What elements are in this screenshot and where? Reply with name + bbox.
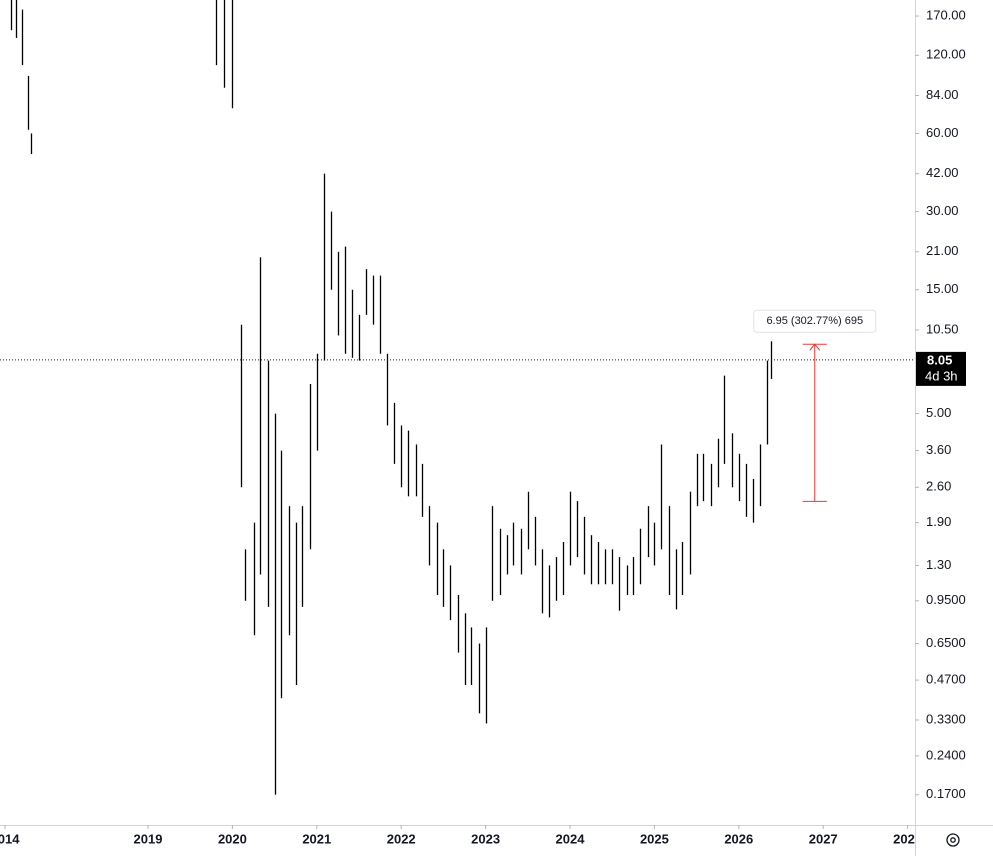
y-tick-label: 84.00 — [926, 87, 959, 102]
measure-label-box — [753, 309, 877, 333]
time-axis: 2014 2019 2020 2021 2022 2023 2024 2025 2026 2027… — [0, 825, 922, 846]
x-tick-label: 2026 — [724, 831, 753, 846]
y-tick-label: 0.3300 — [926, 711, 966, 726]
x-tick-label: 2025 — [640, 831, 669, 846]
y-tick-label: 0.6500 — [926, 635, 966, 650]
x-tick-label: 2014 — [0, 831, 20, 846]
x-tick-label: 2027 — [809, 831, 838, 846]
y-tick-label: 0.9500 — [926, 592, 966, 607]
countdown-label: 4d 3h — [925, 368, 958, 383]
measure-arrow — [809, 343, 821, 351]
y-tick-label: 1.90 — [926, 514, 951, 529]
settings-ring — [946, 833, 960, 847]
x-tick-label: 2020 — [218, 831, 247, 846]
plot: 6.95 (302.77%) 695 — [0, 0, 915, 795]
y-tick-label: 1.30 — [926, 557, 951, 572]
x-tick-label: 2024 — [556, 831, 586, 846]
y-tick-label: 21.00 — [926, 243, 959, 258]
price-axis: 170.00 120.00 84.00 60.00 42.00 30.00 21.00 15.… — [915, 7, 966, 801]
y-tick-label: 170.00 — [926, 7, 966, 22]
y-tick-label: 0.4700 — [926, 672, 966, 687]
x-tick-label: 2028 — [893, 831, 922, 846]
x-tick-label: 2021 — [302, 831, 331, 846]
y-tick-label: 0.1700 — [926, 786, 966, 801]
measure-label: 6.95 (302.77%) 695 — [766, 315, 863, 327]
y-tick-label: 42.00 — [926, 165, 959, 180]
x-tick-label: 2023 — [471, 831, 500, 846]
y-tick-label: 15.00 — [926, 281, 959, 296]
y-tick-label: 3.60 — [926, 442, 951, 457]
y-tick-label: 30.00 — [926, 203, 959, 218]
settings-icon[interactable] — [946, 833, 960, 847]
y-tick-label: 120.00 — [926, 47, 966, 62]
y-tick-label: 0.2400 — [926, 747, 966, 762]
y-tick-label: 2.60 — [926, 479, 951, 494]
y-tick-label: 10.50 — [926, 321, 959, 336]
x-tick-label: 2022 — [387, 831, 416, 846]
last-price-box — [916, 351, 966, 386]
y-tick-label: 5.00 — [926, 405, 951, 420]
settings-core — [950, 837, 956, 843]
y-tick-label: 60.00 — [926, 125, 959, 140]
x-tick-label: 2019 — [134, 831, 163, 846]
last-price-label: 8.05 — [927, 352, 952, 367]
